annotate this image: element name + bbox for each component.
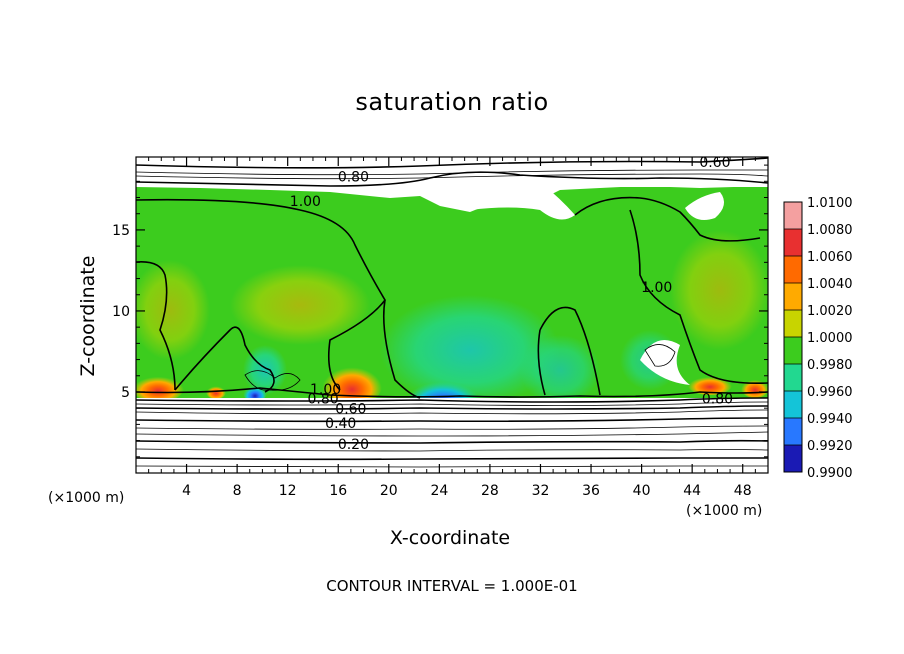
x-tick-label: 48 [734, 483, 752, 499]
contour-label: 1.00 [290, 194, 321, 210]
x-tick-label: 8 [233, 483, 242, 499]
colorbar-label: 1.0100 [807, 196, 853, 211]
contour-0.80-low [136, 397, 768, 403]
warm-patch [670, 230, 768, 350]
colorbar-label: 1.0040 [807, 277, 853, 292]
x-axis-label: X-coordinate [389, 527, 511, 549]
colorbar-swatch [784, 283, 802, 310]
contour-1.00-mid [382, 299, 421, 399]
hot-core [741, 378, 768, 398]
x-tick-label: 28 [481, 483, 499, 499]
contour-0.20-low [136, 439, 768, 444]
contour-interval-note: CONTOUR INTERVAL = 1.000E-01 [326, 577, 578, 595]
colorbar-swatch [784, 256, 802, 283]
contour-label: 0.80 [702, 392, 733, 408]
contour-1.00-right-b [537, 329, 546, 396]
contour-label: 0.60 [335, 401, 366, 417]
warm-patch [136, 260, 210, 360]
x-tick-label: 4 [182, 483, 191, 499]
warm-patch [230, 265, 370, 345]
contour-lines-thin [136, 169, 768, 468]
contour-1.00-left [136, 198, 386, 391]
colorbar-swatch [784, 337, 802, 364]
x-tick-label: 16 [329, 483, 347, 499]
colorbar-label: 0.9920 [807, 439, 853, 454]
x-tick-label: 24 [430, 483, 448, 499]
colorbar-label: 1.0000 [807, 331, 853, 346]
cold-core [243, 382, 267, 402]
y-tick-label: 10 [112, 304, 130, 320]
colorbar-swatch [784, 310, 802, 337]
contour-1.00-left-low [136, 260, 176, 391]
colorbar-label: 0.9980 [807, 358, 853, 373]
dry-patch [440, 179, 575, 220]
y-axis-label: Z-coordinate [77, 255, 99, 377]
x-axis: 4 8 12 16 20 24 28 32 36 40 44 48 [148, 157, 756, 499]
colorbar-swatch [784, 229, 802, 256]
chart-title: saturation ratio [355, 88, 549, 116]
contour-label: 1.00 [641, 280, 672, 296]
contour-lines [136, 157, 768, 461]
x-tick-label: 36 [582, 483, 600, 499]
y-tick-label: 5 [121, 385, 130, 401]
x-tick-label: 20 [380, 483, 398, 499]
contour-label: 0.40 [325, 416, 356, 432]
dry-patch [685, 192, 724, 221]
colorbar-swatch [784, 445, 802, 472]
x-tick-label: 32 [532, 483, 550, 499]
colorbar-label: 1.0060 [807, 250, 853, 265]
contour-1.00-right-a [539, 306, 601, 396]
x-tick-label: 44 [683, 483, 701, 499]
dry-patch [640, 340, 690, 385]
colorbar-swatch [784, 364, 802, 391]
contour-0.40-low [136, 417, 768, 423]
colorbar-label: 1.0080 [807, 223, 853, 238]
colorbar-label: 1.0020 [807, 304, 853, 319]
contour-0.60-low [136, 405, 768, 410]
colorbar: 1.0100 1.0080 1.0060 1.0040 1.0020 1.0000 0.99… [783, 196, 853, 481]
hot-core [136, 374, 184, 402]
cool-plume [520, 335, 600, 405]
x-tick-label: 12 [279, 483, 297, 499]
contour-label: 0.60 [699, 155, 730, 171]
contour-label: 1.00 [310, 382, 341, 398]
colorbar-swatch [784, 202, 802, 229]
x-unit-left: (×1000 m) [48, 490, 125, 506]
x-tick-label: 40 [633, 483, 651, 499]
contour-0.10-low [136, 457, 768, 461]
contour-1.00-right-long [629, 209, 768, 385]
x-unit-right: (×1000 m) [686, 503, 763, 519]
y-tick-label: 15 [112, 223, 130, 239]
colorbar-label: 0.9960 [807, 385, 853, 400]
colorbar-label: 0.9900 [807, 466, 853, 481]
contour-1.00-upper-right [574, 196, 761, 242]
colorbar-label: 0.9940 [807, 412, 853, 427]
contour-0.60-top [136, 157, 768, 169]
contour-label: 0.80 [307, 392, 338, 408]
contour-1.00-surface [136, 387, 768, 398]
contour-label: 0.80 [338, 170, 369, 186]
colorbar-swatch [784, 391, 802, 418]
contour-label: 0.20 [338, 437, 369, 453]
contour-labels: 0.600.801.001.001.000.80 0.800.600.400.20 [290, 155, 733, 453]
y-axis: 5 10 15 [112, 164, 768, 458]
colorbar-swatch [784, 418, 802, 445]
